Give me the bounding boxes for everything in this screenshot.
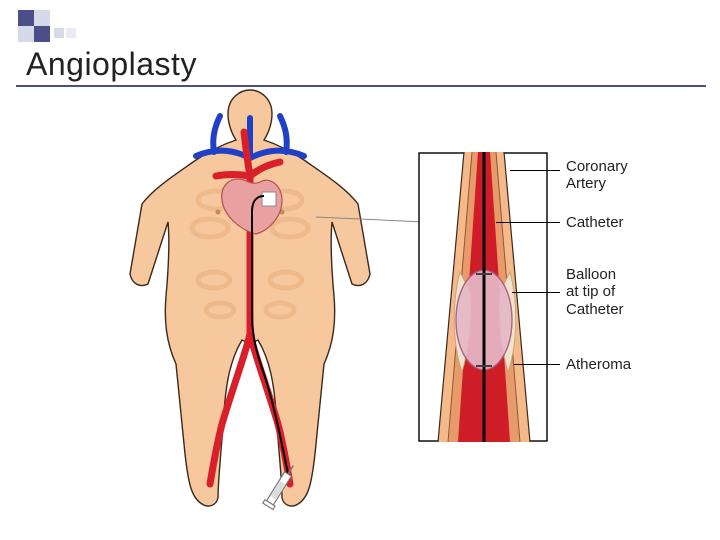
angioplasty-detail-diagram: Coronary Artery Catheter Balloon at tip …	[418, 152, 698, 452]
deco-square	[18, 10, 34, 26]
deco-square	[18, 26, 34, 42]
angioplasty-body-diagram	[110, 84, 390, 514]
slide-title: Angioplasty	[26, 46, 197, 83]
deco-square	[34, 26, 50, 42]
deco-square	[66, 28, 76, 38]
deco-square	[34, 10, 50, 26]
slide-corner-decoration	[18, 10, 158, 50]
deco-square	[54, 28, 64, 38]
